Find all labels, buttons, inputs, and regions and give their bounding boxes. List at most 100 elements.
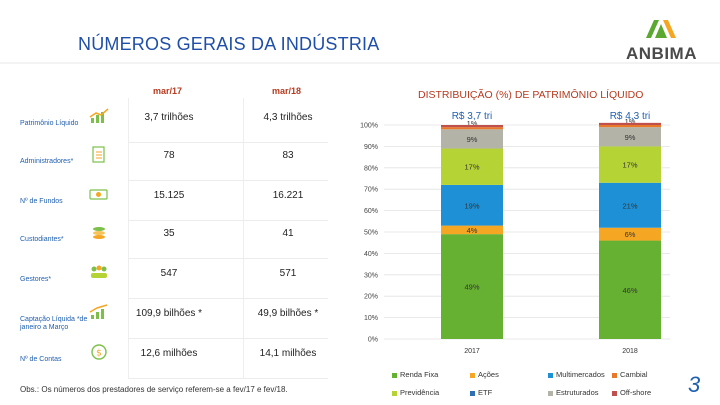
y-tick-label: 50% (364, 230, 378, 237)
growth-icon (88, 303, 110, 321)
value-mar17: 547 (160, 268, 178, 279)
value-mar18: 41 (282, 228, 294, 239)
legend-swatch (392, 391, 397, 396)
data-label: 9% (467, 135, 478, 144)
y-tick-label: 40% (364, 251, 378, 258)
legend-swatch (548, 391, 553, 396)
y-tick-label: 60% (364, 208, 378, 215)
data-label: 1% (625, 117, 636, 126)
money-icon (88, 185, 110, 203)
x-tick-label: 2017 (464, 348, 480, 355)
x-tick-label: 2018 (622, 348, 638, 355)
value-mar18: 49,9 bilhões * (257, 308, 319, 319)
value-mar17: 3,7 trilhões (144, 112, 194, 123)
bar-segment (441, 184, 503, 226)
y-tick-label: 30% (364, 272, 378, 279)
y-tick-label: 20% (364, 294, 378, 301)
legend-swatch (392, 373, 397, 378)
row-divider (128, 378, 328, 379)
legend-swatch (470, 391, 475, 396)
row-label: Patrimônio Líquido (20, 120, 79, 127)
y-tick-label: 80% (364, 165, 378, 172)
bar-segment (441, 125, 503, 128)
row-divider (128, 298, 328, 299)
value-mar18: 83 (282, 150, 294, 161)
bar-total-label: R$ 3,7 tri (452, 111, 493, 122)
data-label: 17% (622, 161, 637, 170)
data-label: 21% (622, 201, 637, 210)
table-vertical-divider (128, 98, 129, 378)
y-tick-label: 70% (364, 187, 378, 194)
bar-segment (599, 146, 661, 183)
bar-segment (441, 129, 503, 149)
row-divider (128, 338, 328, 339)
column-header-mar18: mar/18 (272, 86, 302, 96)
y-tick-label: 100% (360, 123, 378, 130)
value-mar17: 15.125 (153, 190, 185, 201)
bar-segment (441, 127, 503, 130)
data-label: 46% (622, 286, 637, 295)
data-label: 17% (464, 163, 479, 172)
column-header-mar17: mar/17 (153, 86, 183, 96)
row-label: Captação Líquida *de janeiro a Março (20, 316, 88, 331)
value-mar17: 35 (163, 228, 175, 239)
row-divider (128, 142, 328, 143)
legend-label: Multimercados (556, 370, 605, 379)
row-divider (128, 180, 328, 181)
row-label: Custodiantes* (20, 236, 64, 243)
data-label: 19% (464, 201, 479, 210)
table-vertical-divider (243, 98, 244, 378)
data-label: 4% (467, 226, 478, 235)
legend-label: Cambial (620, 370, 648, 379)
row-label: Nº de Fundos (20, 198, 63, 205)
page-title: NÚMEROS GERAIS DA INDÚSTRIA (78, 34, 380, 54)
bar-segment (441, 234, 503, 339)
page-number: 3 (688, 372, 701, 397)
value-mar18: 16.221 (272, 190, 304, 201)
bar-segment (599, 182, 661, 228)
bar-segment (599, 240, 661, 339)
row-divider (128, 258, 328, 259)
data-label: 6% (625, 230, 636, 239)
bar-segment (441, 148, 503, 185)
row-label: Administradores* (20, 158, 74, 165)
value-mar18: 14,1 milhões (259, 348, 317, 359)
legend-label: Renda Fixa (400, 370, 439, 379)
people-icon (88, 263, 110, 281)
chart-title: DISTRIBUIÇÃO (%) DE PATRIMÔNIO LÍQUIDO (418, 89, 644, 101)
legend-swatch (612, 391, 617, 396)
svg-text:$: $ (96, 349, 102, 359)
y-tick-label: 0% (368, 337, 378, 344)
bar-total-label: R$ 4,3 tri (610, 111, 651, 122)
anbima-logo-icon (646, 20, 676, 38)
value-mar18: 4,3 trilhões (263, 112, 313, 123)
bar-segment (599, 122, 661, 125)
value-mar17: 109,9 bilhões * (135, 308, 203, 319)
legend-swatch (470, 373, 475, 378)
legend-label: Previdência (400, 388, 440, 397)
bar-segment (599, 227, 661, 241)
logo-text: ANBIMA (626, 44, 697, 63)
row-label: Gestores* (20, 276, 52, 283)
bar-segment (599, 125, 661, 128)
data-label: 49% (464, 283, 479, 292)
legend-swatch (612, 373, 617, 378)
row-label: Nº de Contas (20, 356, 62, 363)
legend-label: Ações (478, 370, 499, 379)
row-divider (128, 220, 328, 221)
clipboard-icon (88, 145, 110, 163)
data-label: 9% (625, 133, 636, 142)
footnote: Obs.: Os números dos prestadores de serv… (20, 385, 288, 394)
value-mar17: 12,6 milhões (140, 348, 198, 359)
data-label: 1% (467, 119, 478, 128)
dollar-coin-icon: $ (88, 343, 110, 361)
header-divider (0, 62, 720, 64)
bar-segment (441, 225, 503, 235)
value-mar17: 78 (163, 150, 175, 161)
y-tick-label: 90% (364, 144, 378, 151)
legend-swatch (548, 373, 553, 378)
coins-icon (88, 223, 110, 241)
legend-label: Off-shore (620, 388, 652, 397)
legend-label: Estruturados (556, 388, 599, 397)
bar-segment (599, 127, 661, 147)
